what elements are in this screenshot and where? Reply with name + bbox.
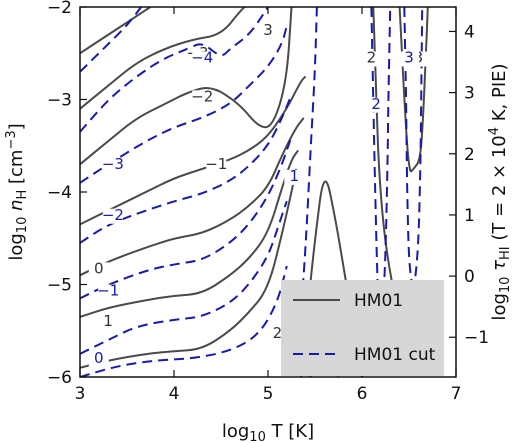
x-tick-label: 4 bbox=[169, 384, 180, 404]
y-tick-label: −5 bbox=[47, 276, 72, 296]
contour-label-bg bbox=[88, 352, 109, 368]
legend-box bbox=[281, 280, 444, 376]
hm01-contour-4 bbox=[80, 7, 293, 166]
contour-label-bg bbox=[192, 51, 213, 67]
x-tick-label: 6 bbox=[357, 384, 368, 404]
hm01-contour-6 bbox=[80, 7, 152, 55]
legend: HM01 HM01 cut bbox=[281, 280, 444, 376]
contour-lines bbox=[80, 7, 429, 377]
contour-label: 3 bbox=[404, 49, 414, 67]
legend-label-hm01-cut: HM01 cut bbox=[354, 345, 436, 365]
x-tick-label: 7 bbox=[451, 384, 462, 404]
hm01-cut-contour-4 bbox=[80, 25, 288, 184]
legend-label-hm01: HM01 bbox=[354, 291, 403, 311]
contour-label-bg bbox=[258, 23, 278, 39]
y-tick-label: −2 bbox=[47, 0, 72, 18]
hm01-cut-contour-6 bbox=[80, 7, 142, 73]
contour-label-bg bbox=[98, 284, 119, 300]
hm01-contour-2 bbox=[80, 117, 305, 277]
contour-label: 0 bbox=[94, 349, 104, 367]
hm01-contour-5 bbox=[80, 7, 246, 110]
y2-tick-label: 1 bbox=[464, 206, 475, 226]
y2-tick-label: −1 bbox=[464, 328, 489, 348]
y2-axis-label: log10 τHI (T = 2 × 104 K, PIE) bbox=[487, 63, 513, 320]
contour-label: −2 bbox=[191, 87, 213, 105]
contour-label-bg bbox=[102, 208, 123, 224]
contour-label: 1 bbox=[290, 167, 300, 185]
hm01-cut-contour-3 bbox=[80, 94, 293, 244]
contour-label-bg bbox=[399, 51, 419, 67]
contour-label-bg bbox=[102, 157, 123, 173]
hm01-cut-contour-5 bbox=[80, 7, 269, 133]
hm01-cut-contour-2 bbox=[80, 136, 293, 300]
contour-label: 2 bbox=[273, 324, 283, 342]
hm01-cut-contour-1 bbox=[80, 200, 288, 355]
hm01-contour-0 bbox=[80, 168, 298, 369]
contour-label-bg bbox=[366, 97, 387, 113]
hm01-cut-contour-0 bbox=[80, 265, 288, 377]
contour-label-bg bbox=[361, 51, 382, 67]
contour-label: −4 bbox=[191, 49, 213, 67]
axis-ticks: 3 4 5 6 7 −6 −5 −4 −3 −2 −1 0 1 2 3 4 bbox=[47, 0, 489, 404]
y2-tick-label: 4 bbox=[464, 22, 475, 42]
contour-label: 3 bbox=[263, 21, 273, 39]
contour-label: 2 bbox=[371, 95, 381, 113]
x-tick-label: 5 bbox=[263, 384, 274, 404]
y2-tick-label: 0 bbox=[464, 267, 475, 287]
hm01-contour-1 bbox=[80, 149, 299, 318]
y-tick-label: −3 bbox=[47, 91, 72, 111]
contour-label-bg bbox=[88, 262, 109, 278]
y-axis-label: log10 nH [cm−3] bbox=[4, 123, 30, 260]
contour-label: 1 bbox=[103, 312, 113, 330]
y-tick-label: −6 bbox=[47, 368, 72, 388]
contour-label-bg bbox=[206, 157, 227, 173]
contour-label: −2 bbox=[102, 206, 124, 224]
contour-label-bg bbox=[98, 315, 119, 331]
contour-label: −1 bbox=[205, 155, 227, 173]
y-tick-label: −4 bbox=[47, 183, 72, 203]
contour-label-bg bbox=[192, 90, 213, 106]
contour-label: 0 bbox=[94, 259, 104, 277]
contour-label: 2 bbox=[367, 49, 377, 67]
contour-label: −1 bbox=[97, 282, 119, 300]
x-tick-label: 3 bbox=[75, 384, 86, 404]
y2-tick-label: 3 bbox=[464, 84, 475, 104]
contour-label: −3 bbox=[102, 155, 124, 173]
y2-tick-label: 2 bbox=[464, 145, 475, 165]
contour-label-bg bbox=[284, 169, 305, 185]
x-axis-label: log10 T [K] bbox=[222, 421, 314, 443]
